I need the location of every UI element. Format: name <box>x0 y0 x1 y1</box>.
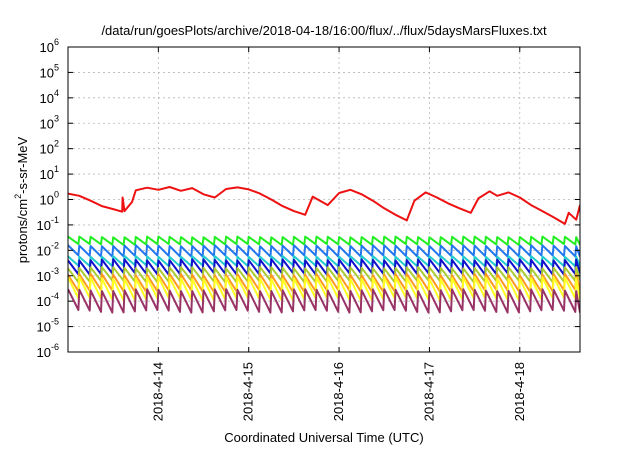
y-tick-label: 10-1 <box>37 215 59 233</box>
y-tick-label: 104 <box>40 88 59 106</box>
y-tick-label: 10-5 <box>37 317 59 335</box>
chart-title: /data/run/goesPlots/archive/2018-04-18/1… <box>101 23 547 38</box>
series-layer <box>68 186 580 314</box>
x-tick-label: 2018-4-14 <box>150 362 165 421</box>
series-line <box>68 186 580 225</box>
series-line <box>68 288 580 314</box>
x-tick-label: 2018-4-16 <box>331 362 346 421</box>
series-line <box>68 244 580 258</box>
y-tick-label: 10-2 <box>37 240 59 258</box>
x-tick-label: 2018-4-18 <box>512 362 527 421</box>
series-line <box>68 255 580 268</box>
y-tick-label: 100 <box>40 190 59 208</box>
y-tick-label: 10-6 <box>37 342 59 360</box>
series-line <box>68 235 580 246</box>
y-tick-label: 105 <box>40 62 59 80</box>
y-tick-label: 106 <box>40 37 59 55</box>
y-tick-label: 103 <box>40 113 59 131</box>
y-tick-label: 101 <box>40 164 59 182</box>
y-tick-label: 102 <box>40 139 59 157</box>
x-tick-label: 2018-4-17 <box>421 362 436 421</box>
x-axis-ticks: 2018-4-14 2018-4-15 2018-4-16 2018-4-17 2018… <box>150 47 527 421</box>
y-axis-ticks: 10-6 10-5 10-4 10-3 10-2 10-1 100 101 102 103 104 1… <box>37 37 580 360</box>
y-tick-label: 10-3 <box>37 266 59 284</box>
y-axis-label: protons/cm2-s-sr-MeV <box>13 136 30 263</box>
x-tick-label: 2018-4-15 <box>241 362 256 421</box>
y-tick-label: 10-4 <box>37 291 59 309</box>
x-axis-label: Coordinated Universal Time (UTC) <box>224 430 423 445</box>
